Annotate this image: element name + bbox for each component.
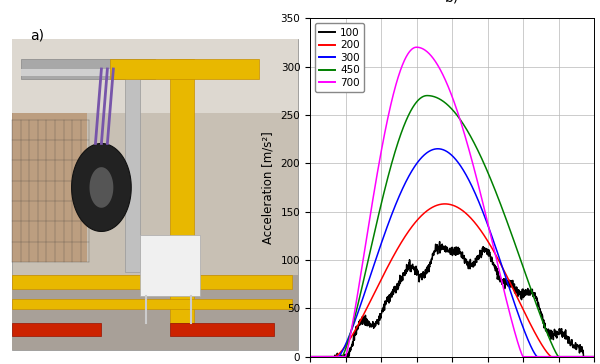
Line: 450: 450	[310, 96, 594, 357]
100	[502, 278, 509, 282]
200	[421, 210, 428, 215]
700	[422, 48, 429, 52]
Line: 300: 300	[310, 149, 594, 357]
450	[528, 289, 535, 294]
300	[307, 355, 314, 359]
Bar	[110, 59, 259, 79]
700	[335, 355, 343, 359]
450	[307, 355, 314, 359]
Line: 200: 200	[310, 204, 594, 357]
450	[424, 94, 431, 98]
300	[590, 355, 598, 359]
300	[528, 346, 535, 350]
300	[533, 354, 541, 359]
100	[307, 355, 314, 359]
200	[307, 355, 314, 359]
450	[502, 215, 509, 219]
300	[421, 152, 428, 157]
200	[442, 202, 449, 206]
200	[431, 204, 439, 208]
700	[307, 355, 314, 359]
Bar	[12, 276, 292, 289]
450	[533, 304, 541, 308]
100	[436, 240, 443, 244]
Bar	[170, 59, 194, 323]
Polygon shape	[89, 167, 113, 208]
700	[413, 45, 420, 50]
Text: b): b)	[445, 0, 459, 5]
Y-axis label: Acceleration [m/s²]: Acceleration [m/s²]	[262, 131, 275, 244]
300	[502, 274, 509, 278]
300	[434, 147, 442, 151]
300	[335, 354, 343, 359]
200	[533, 334, 541, 339]
200	[502, 271, 509, 275]
700	[432, 59, 439, 64]
Bar	[170, 323, 274, 336]
450	[335, 355, 343, 359]
Bar	[21, 59, 155, 79]
Legend: 100, 200, 300, 450, 700: 100, 200, 300, 450, 700	[315, 23, 364, 92]
Bar	[12, 276, 298, 350]
200	[335, 352, 343, 356]
Bar	[125, 69, 140, 272]
450	[590, 355, 598, 359]
100	[431, 249, 439, 254]
700	[528, 355, 535, 359]
Bar	[21, 69, 155, 76]
Bar	[140, 235, 200, 296]
450	[432, 95, 439, 99]
700	[590, 355, 598, 359]
700	[533, 355, 541, 359]
Line: 100: 100	[310, 242, 594, 357]
Polygon shape	[71, 143, 131, 232]
100	[528, 289, 535, 294]
100	[533, 298, 541, 302]
Bar	[12, 299, 292, 309]
200	[528, 325, 535, 329]
100	[590, 355, 598, 359]
100	[335, 355, 343, 359]
Text: a): a)	[30, 28, 44, 42]
Bar	[12, 323, 101, 336]
700	[502, 294, 509, 298]
300	[431, 147, 439, 151]
Line: 700: 700	[310, 47, 594, 357]
450	[421, 94, 428, 98]
100	[421, 271, 428, 276]
200	[590, 355, 598, 359]
Bar	[12, 39, 298, 113]
Bar	[12, 113, 86, 262]
